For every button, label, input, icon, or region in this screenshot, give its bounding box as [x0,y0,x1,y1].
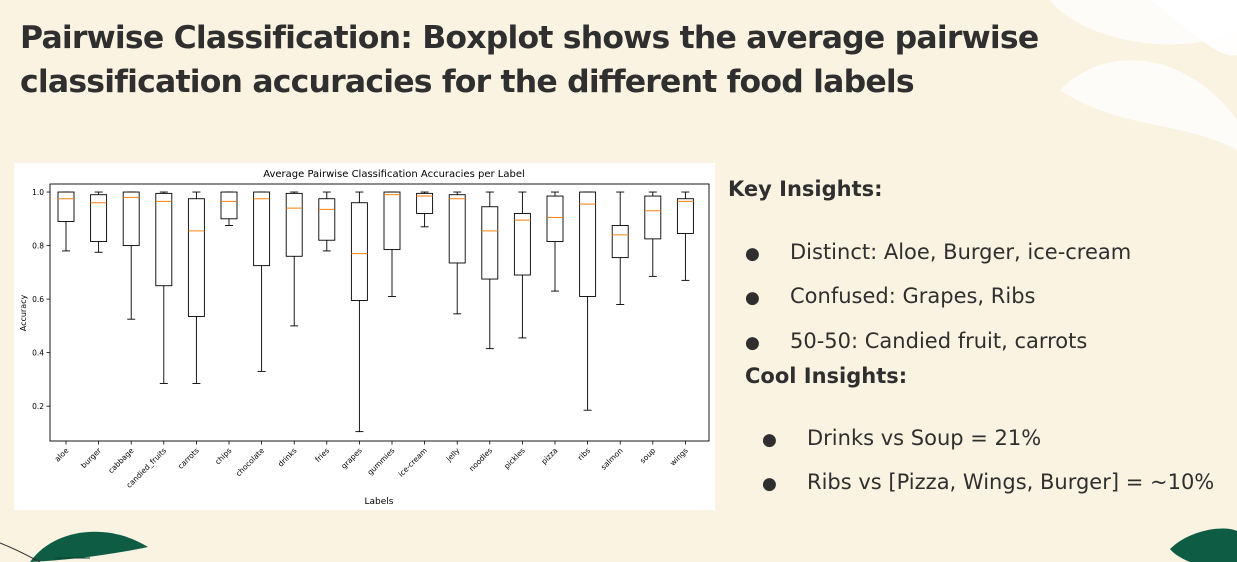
x-tick-label: carrots [176,446,201,471]
box-iqr [644,195,662,240]
box-iqr [611,225,629,259]
cool-insight-item: Drinks vs Soup = 21% [807,426,1042,450]
box-iqr [253,191,271,267]
box-iqr [481,206,499,280]
box-wings [676,191,694,281]
decorative-leaf-bottom-left [0,531,148,562]
x-tick-label: pickles [502,446,527,471]
box-iqr [448,194,466,264]
x-tick-label: cabbage [106,446,135,475]
bullet-icon: ● [762,430,777,450]
box-cabbage [122,191,140,320]
decorative-leaves-top-right [1050,0,1237,150]
x-tick-label: pizza [539,446,559,466]
box-iqr [220,191,238,220]
y-axis-label: Accuracy [19,294,28,331]
x-tick-label: jelly [444,446,462,464]
box-drinks [285,191,303,327]
x-tick-label: drinks [276,446,299,469]
bullet-icon: ● [745,333,760,353]
box-iqr [90,194,108,243]
x-tick-label: burger [79,445,104,470]
key-insight-item: Confused: Grapes, Ribs [790,284,1036,308]
box-iqr [285,192,303,257]
box-noodles [481,191,499,350]
box-iqr [546,195,564,243]
box-ribs [579,191,597,411]
box-series [57,191,694,433]
box-iqr [187,198,205,317]
box-pickles [513,191,531,339]
box-chocolate [253,191,271,372]
x-tick-label: ice-cream [396,446,429,479]
box-ice-cream [416,191,434,228]
y-axis-ticks: 0.2 0.4 0.6 0.8 1.0 [32,188,50,411]
box-iqr [416,192,434,214]
box-aloe [57,191,75,252]
x-tick-label: soup [638,446,657,465]
box-iqr [350,202,368,301]
bullet-icon: ● [762,474,777,494]
box-burger [90,191,108,253]
x-tick-label: ribs [576,446,592,462]
x-tick-label: noodles [467,446,494,473]
y-tick-label: 1.0 [32,188,44,197]
x-tick-label: wings [668,446,690,468]
x-axis-label: Labels [365,497,394,507]
key-insights-heading: Key Insights: [728,177,883,201]
box-jelly [448,191,466,315]
boxplot-svg: Average Pairwise Classification Accuraci… [19,169,710,507]
box-iqr [383,191,401,251]
cool-insights-heading: Cool Insights: [745,364,908,388]
slide-title: Pairwise Classification: Boxplot shows t… [20,20,1039,100]
box-salmon [611,191,629,305]
chart-title: Average Pairwise Classification Accuraci… [263,169,525,180]
box-iqr [676,198,694,234]
x-tick-label: salmon [599,446,625,472]
y-tick-label: 0.2 [32,402,44,411]
x-tick-label: gummies [365,446,396,477]
y-tick-label: 0.8 [32,241,44,250]
plot-area-frame [49,183,710,442]
cool-insight-item: Ribs vs [Pizza, Wings, Burger] = ~10% [807,470,1215,494]
y-tick-label: 0.4 [32,348,44,357]
box-gummies [383,191,401,297]
box-iqr [122,191,140,247]
box-iqr [318,198,336,241]
box-carrots [187,191,205,384]
boxplot-chart: Average Pairwise Classification Accuraci… [14,163,715,510]
box-chips [220,191,238,226]
x-tick-label: chocolate [234,446,266,478]
key-insight-item: Distinct: Aloe, Burger, ice-cream [790,240,1132,264]
box-grapes [350,191,368,433]
x-tick-label: fries [313,446,331,464]
x-tick-label: aloe [53,446,71,464]
key-insight-item: 50-50: Candied fruit, carrots [790,329,1088,353]
x-tick-label: chips [213,446,233,466]
y-tick-label: 0.6 [32,295,44,304]
box-iqr [155,192,173,287]
decorative-leaf-bottom-right [1170,528,1237,562]
box-candied_fruits [155,191,173,384]
box-iqr [513,212,531,276]
x-tick-label: grapes [339,446,364,471]
box-iqr [57,191,75,222]
box-fries [318,191,336,252]
box-iqr [579,191,597,297]
box-soup [644,191,662,277]
bullet-icon: ● [745,288,760,308]
box-pizza [546,191,564,292]
bullet-icon: ● [745,244,760,264]
